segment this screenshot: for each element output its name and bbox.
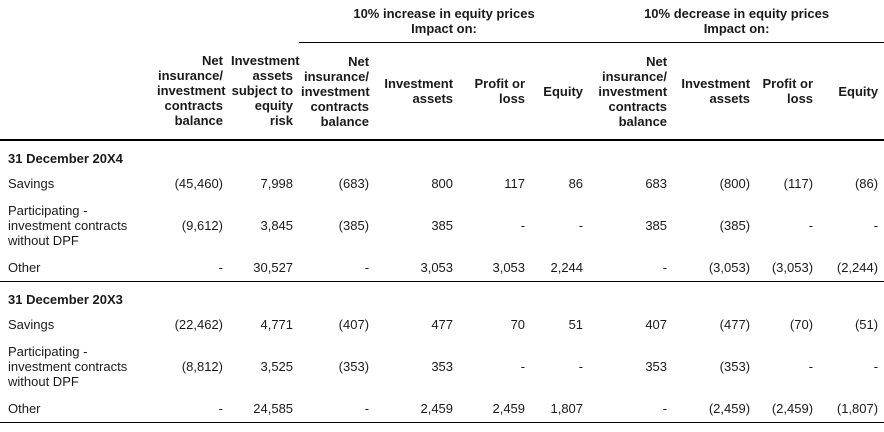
row-label: Savings [8, 176, 55, 191]
cell: (3,053) [756, 254, 820, 282]
cell: 4,771 [260, 317, 294, 332]
cell: (683) [338, 176, 370, 191]
row-label: Other [0, 395, 155, 423]
col-header-inc-net-balance: Net insurance/ investment contracts bala… [299, 42, 376, 141]
cell: 86 [568, 176, 584, 191]
cell: 2,459 [375, 395, 460, 423]
cell: 117 [504, 176, 526, 191]
cell: (353) [338, 359, 370, 374]
cell: (385) [338, 218, 370, 233]
corner-spacer [0, 0, 299, 43]
col-header-dec-profit-or-loss: Profit or loss [756, 42, 820, 141]
cell: - [873, 359, 879, 374]
cell: - [589, 254, 674, 282]
table-row-participating-20x3: Participating - investment contracts wit… [0, 338, 884, 395]
cell: 30,527 [229, 254, 300, 282]
cell: (117) [783, 176, 814, 191]
cell: (70) [789, 317, 814, 332]
col-header-inc-profit-or-loss: Profit or loss [459, 42, 532, 141]
cell: 2,459 [459, 395, 532, 423]
cell: (407) [338, 317, 370, 332]
cell: 800 [431, 176, 454, 191]
cell: (22,462) [174, 317, 223, 332]
cell: - [155, 395, 229, 423]
cell: - [589, 395, 674, 423]
section-heading: 31 December 20X3 [8, 292, 123, 307]
cell: (86) [854, 176, 879, 191]
cell: 683 [645, 176, 668, 191]
cell: - [299, 254, 376, 282]
group-header-row: 10% increase in equity prices Impact on:… [0, 0, 884, 43]
col-header-investment-assets-risk: Investment assets subject to equity risk [229, 42, 300, 141]
cell: 3,845 [260, 218, 294, 233]
group-header-increase: 10% increase in equity prices Impact on: [299, 0, 590, 43]
cell: (9,612) [181, 218, 223, 233]
cell: - [520, 218, 526, 233]
cell: 477 [431, 317, 454, 332]
table-row-other-20x3: Other - 24,585 - 2,459 2,459 1,807 - (2,… [0, 395, 884, 423]
group-header-decrease: 10% decrease in equity prices Impact on: [589, 0, 884, 43]
cell: (51) [854, 317, 879, 332]
cell: (800) [719, 176, 751, 191]
cell: - [578, 218, 584, 233]
table-row-other-20x4: Other - 30,527 - 3,053 3,053 2,244 - (3,… [0, 254, 884, 282]
row-label: Savings [8, 317, 55, 332]
col-header-inc-equity: Equity [531, 42, 590, 141]
table-header: 10% increase in equity prices Impact on:… [0, 0, 884, 141]
col-header-dec-investment-assets: Investment assets [673, 42, 757, 141]
cell: 385 [645, 218, 668, 233]
cell: (385) [719, 218, 751, 233]
cell: 1,807 [531, 395, 590, 423]
cell: 385 [431, 218, 454, 233]
row-label: Participating - investment contracts wit… [8, 344, 128, 389]
cell: 2,244 [531, 254, 590, 282]
col-header-dec-net-balance: Net insurance/ investment contracts bala… [589, 42, 674, 141]
cell: (2,459) [756, 395, 820, 423]
section-heading: 31 December 20X4 [8, 151, 123, 166]
cell: - [873, 218, 879, 233]
cell: (477) [719, 317, 751, 332]
cell: (2,459) [673, 395, 757, 423]
cell: - [520, 359, 526, 374]
cell: 3,053 [459, 254, 532, 282]
section-heading-row-20x3: 31 December 20X3 [0, 282, 884, 312]
cell: - [808, 218, 814, 233]
cell: 24,585 [229, 395, 300, 423]
corner-cell [0, 42, 155, 141]
cell: 70 [510, 317, 526, 332]
cell: - [155, 254, 229, 282]
row-label: Participating - investment contracts wit… [8, 203, 128, 248]
column-header-row: Net insurance/ investment contracts bala… [0, 42, 884, 141]
cell: (3,053) [673, 254, 757, 282]
cell: (1,807) [819, 395, 884, 423]
cell: (2,244) [819, 254, 884, 282]
cell: 407 [645, 317, 668, 332]
cell: - [299, 395, 376, 423]
table-row-savings-20x4: Savings (45,460) 7,998 (683) 800 117 86 … [0, 170, 884, 197]
cell: - [578, 359, 584, 374]
table-body: 31 December 20X4 Savings (45,460) 7,998 … [0, 140, 884, 423]
cell: 7,998 [260, 176, 294, 191]
cell: 353 [431, 359, 454, 374]
section-heading-row-20x4: 31 December 20X4 [0, 140, 884, 170]
cell: (353) [719, 359, 751, 374]
equity-sensitivity-table: 10% increase in equity prices Impact on:… [0, 0, 884, 423]
col-header-net-balance: Net insurance/ investment contracts bala… [155, 42, 229, 141]
cell: 51 [568, 317, 584, 332]
cell: 3,053 [375, 254, 460, 282]
table-row-participating-20x4: Participating - investment contracts wit… [0, 197, 884, 254]
cell: (45,460) [174, 176, 223, 191]
table-row-savings-20x3: Savings (22,462) 4,771 (407) 477 70 51 4… [0, 311, 884, 338]
col-header-dec-equity: Equity [819, 42, 884, 141]
cell: 353 [645, 359, 668, 374]
col-header-inc-investment-assets: Investment assets [375, 42, 460, 141]
cell: (8,812) [181, 359, 223, 374]
row-label: Other [0, 254, 155, 282]
cell: - [808, 359, 814, 374]
cell: 3,525 [260, 359, 294, 374]
